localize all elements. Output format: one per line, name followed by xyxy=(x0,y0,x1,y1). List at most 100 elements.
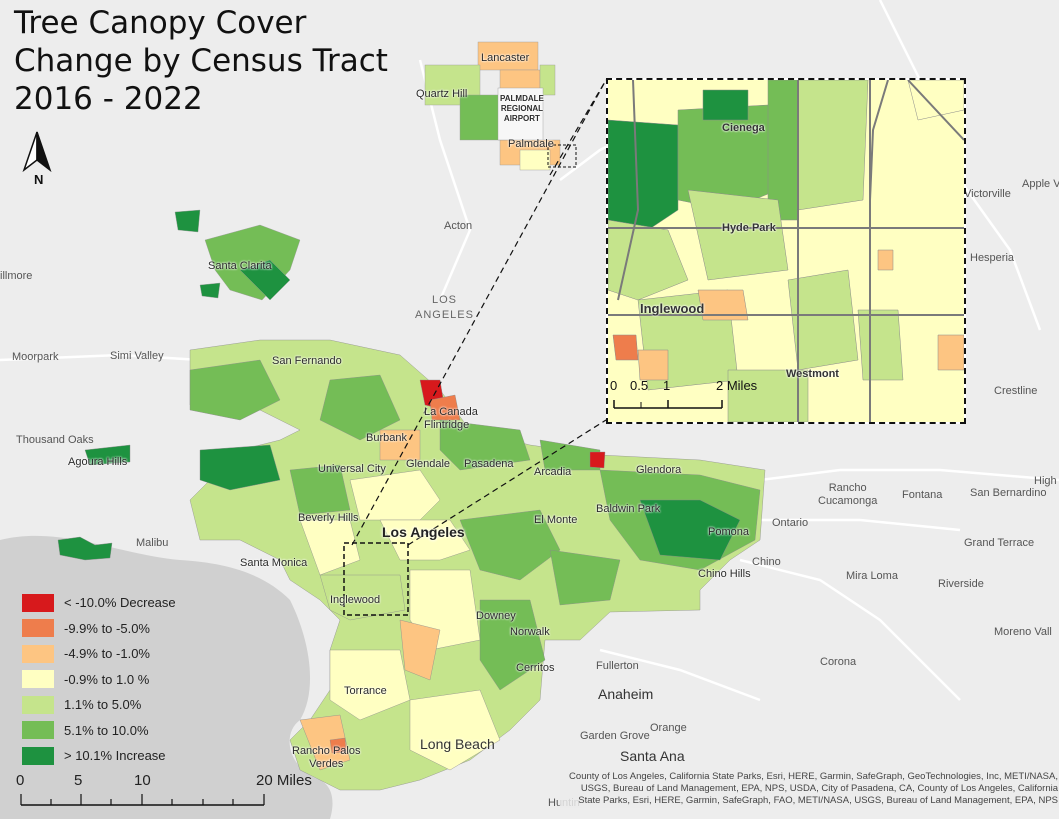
place-los-angeles-county: LOS ANGELES xyxy=(415,294,474,321)
place-long-beach: Long Beach xyxy=(420,736,495,752)
place-baldwin-park: Baldwin Park xyxy=(596,503,661,515)
place-fontana: Fontana xyxy=(902,489,943,501)
place-corona: Corona xyxy=(820,656,857,668)
place-fillmore: illmore xyxy=(0,270,33,282)
place-santa-monica: Santa Monica xyxy=(240,557,308,569)
legend-item: -9.9% to -5.0% xyxy=(22,616,176,642)
place-pomona: Pomona xyxy=(708,526,749,538)
legend-item: 5.1% to 10.0% xyxy=(22,718,176,744)
place-grand-terrace: Grand Terrace xyxy=(964,537,1035,549)
legend-item: -0.9% to 1.0 % xyxy=(22,667,176,693)
place-universal-city: Universal City xyxy=(318,463,386,475)
place-norwalk: Norwalk xyxy=(510,626,550,638)
place-orange: Orange xyxy=(650,722,687,734)
inset-label-inglewood: Inglewood xyxy=(640,301,705,316)
legend-swatch xyxy=(22,695,54,714)
legend: < -10.0% Decrease -9.9% to -5.0% -4.9% t… xyxy=(22,590,176,769)
scale-tick-5: 5 xyxy=(74,772,83,789)
inset-label-cienega: Cienega xyxy=(722,122,765,134)
place-lancaster: Lancaster xyxy=(481,52,530,64)
legend-item: < -10.0% Decrease xyxy=(22,590,176,616)
place-glendora: Glendora xyxy=(636,464,682,476)
place-san-bernardino: San Bernardino xyxy=(970,487,1047,499)
inset-map: Cienega Hyde Park Inglewood Westmont 0 0… xyxy=(606,78,966,424)
inset-leader-top xyxy=(549,79,607,176)
legend-item: -4.9% to -1.0% xyxy=(22,641,176,667)
place-arcadia: Arcadia xyxy=(534,466,572,478)
place-rancho-cucamonga: Rancho Cucamonga xyxy=(818,482,878,507)
ocean xyxy=(0,535,333,819)
legend-swatch xyxy=(22,619,54,638)
legend-label: 5.1% to 10.0% xyxy=(64,722,149,738)
inset-scale-tick-2: 1 xyxy=(663,378,671,393)
inset-leader-left xyxy=(351,79,607,546)
place-hesperia: Hesperia xyxy=(970,252,1015,264)
place-los-angeles: Los Angeles xyxy=(382,524,465,540)
inset-label-hyde-park: Hyde Park xyxy=(722,222,776,234)
legend-label: -4.9% to -1.0% xyxy=(64,646,150,662)
place-chino-hills: Chino Hills xyxy=(698,568,751,580)
legend-swatch xyxy=(22,593,54,612)
place-crestline: Crestline xyxy=(994,385,1038,397)
legend-item: > 10.1% Increase xyxy=(22,743,176,769)
place-rancho-palos-verdes: Rancho Palos Verdes xyxy=(292,745,361,770)
place-victorville: Victorville xyxy=(964,188,1011,200)
place-cerritos: Cerritos xyxy=(516,662,555,674)
place-glendale: Glendale xyxy=(406,458,451,470)
place-fullerton: Fullerton xyxy=(596,660,639,672)
inset-scale-tick-3: 2 Miles xyxy=(716,378,758,393)
place-santa-ana: Santa Ana xyxy=(620,748,685,764)
lancaster-tracts xyxy=(424,41,561,171)
place-san-fernando: San Fernando xyxy=(272,355,342,367)
attribution: County of Los Angeles, California State … xyxy=(560,770,1059,808)
place-acton: Acton xyxy=(444,220,473,232)
title-line-2: Change by Census Tract xyxy=(14,43,388,79)
legend-swatch xyxy=(22,670,54,689)
place-torrance: Torrance xyxy=(344,685,387,697)
inset-tracts xyxy=(608,80,964,422)
place-mira-loma: Mira Loma xyxy=(846,570,898,582)
legend-label: > 10.1% Increase xyxy=(64,748,166,764)
legend-label: 1.1% to 5.0% xyxy=(64,697,142,713)
legend-label: -9.9% to -5.0% xyxy=(64,620,150,636)
malibu-tracts xyxy=(57,444,131,561)
place-moreno-valley: Moreno Vall xyxy=(994,626,1052,638)
title-line-1: Tree Canopy Cover xyxy=(14,5,307,41)
inset-scale-bar: 0 0.5 1 2 Miles xyxy=(608,378,808,416)
inset-scale-tick-0: 0 xyxy=(610,378,618,393)
place-thousand-oaks: Thousand Oaks xyxy=(16,434,94,446)
place-downey: Downey xyxy=(476,610,516,622)
place-santa-clarita: Santa Clarita xyxy=(208,260,272,272)
north-arrow-label: N xyxy=(34,172,44,187)
place-moorpark: Moorpark xyxy=(12,351,59,363)
inset-label-westmont: Westmont xyxy=(786,368,839,380)
inset-leader-bottom xyxy=(407,419,607,546)
inset-scale-tick-1: 0.5 xyxy=(630,378,649,393)
place-palmdale-airport: PALMDALE REGIONAL AIRPORT xyxy=(500,94,544,123)
place-palmdale: Palmdale xyxy=(508,138,554,150)
place-riverside: Riverside xyxy=(938,578,984,590)
place-beverly-hills: Beverly Hills xyxy=(298,512,359,524)
place-burbank: Burbank xyxy=(366,432,407,444)
legend-swatch xyxy=(22,644,54,663)
scale-bar: 0 5 10 20 Miles xyxy=(14,772,324,812)
legend-item: 1.1% to 5.0% xyxy=(22,692,176,718)
place-apple-valley: Apple V xyxy=(1022,178,1059,190)
place-garden-grove: Garden Grove xyxy=(580,730,650,742)
north-arrow-icon: N xyxy=(20,130,54,190)
legend-swatch xyxy=(22,721,54,740)
place-high: High xyxy=(1034,475,1057,487)
place-anaheim: Anaheim xyxy=(598,686,654,702)
scale-tick-0: 0 xyxy=(16,772,25,789)
place-la-canada: La Canada Flintridge xyxy=(424,406,478,431)
scale-tick-10: 10 xyxy=(134,772,151,789)
map-title: Tree Canopy Cover Change by Census Tract… xyxy=(14,4,388,118)
place-quartz-hill: Quartz Hill xyxy=(416,88,468,100)
legend-swatch xyxy=(22,746,54,765)
santa-clarita-tracts xyxy=(174,209,301,301)
place-pasadena: Pasadena xyxy=(464,458,514,470)
place-malibu: Malibu xyxy=(136,537,169,549)
inset-extent-box xyxy=(343,542,409,616)
